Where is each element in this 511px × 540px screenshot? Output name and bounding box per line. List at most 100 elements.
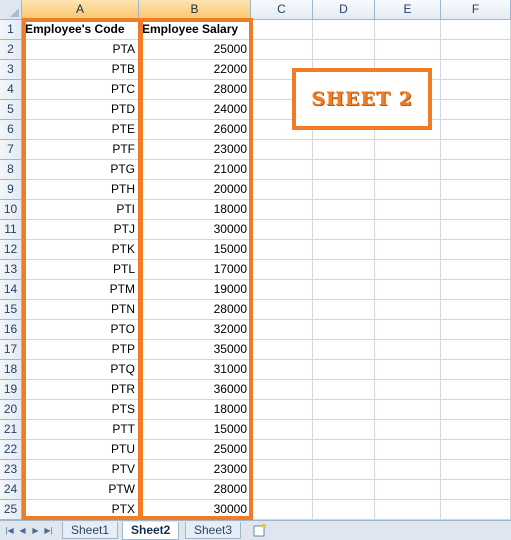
row-header[interactable]: 7 [0, 140, 22, 160]
empty-cell[interactable] [251, 180, 313, 200]
cell-employee-code[interactable]: PTO [22, 320, 139, 340]
cell-employee-salary[interactable]: 21000 [139, 160, 251, 180]
empty-cell[interactable] [375, 300, 441, 320]
cell-employee-salary[interactable]: 24000 [139, 100, 251, 120]
cell-employee-salary[interactable]: 30000 [139, 220, 251, 240]
cell-employee-salary[interactable]: 28000 [139, 300, 251, 320]
empty-cell[interactable] [441, 500, 511, 520]
empty-cell[interactable] [441, 480, 511, 500]
cell-employee-salary[interactable]: 22000 [139, 60, 251, 80]
row-header[interactable]: 1 [0, 20, 22, 40]
cell-employee-salary[interactable]: 32000 [139, 320, 251, 340]
row-header[interactable]: 13 [0, 260, 22, 280]
cell-employee-code[interactable]: PTS [22, 400, 139, 420]
column-header-b[interactable]: B [139, 0, 251, 20]
empty-cell[interactable] [313, 360, 375, 380]
column-header-e[interactable]: E [375, 0, 441, 20]
empty-cell[interactable] [313, 140, 375, 160]
empty-cell[interactable] [251, 380, 313, 400]
empty-cell[interactable] [441, 140, 511, 160]
empty-cell[interactable] [313, 40, 375, 60]
next-sheet-icon[interactable]: ▶ [32, 526, 39, 535]
cell-employee-code[interactable]: PTW [22, 480, 139, 500]
cell-employee-salary[interactable]: 35000 [139, 340, 251, 360]
cell-employee-code[interactable]: PTC [22, 80, 139, 100]
empty-cell[interactable] [441, 360, 511, 380]
cell-employee-code[interactable]: PTG [22, 160, 139, 180]
column-header-c[interactable]: C [251, 0, 313, 20]
empty-cell[interactable] [441, 340, 511, 360]
cell-employee-salary[interactable]: 23000 [139, 460, 251, 480]
empty-cell[interactable] [313, 120, 375, 140]
empty-cell[interactable] [251, 260, 313, 280]
cell-employee-salary[interactable]: 30000 [139, 500, 251, 520]
empty-cell[interactable] [313, 480, 375, 500]
empty-cell[interactable] [375, 160, 441, 180]
cell-employee-salary[interactable]: 17000 [139, 260, 251, 280]
cell-employee-code[interactable]: PTT [22, 420, 139, 440]
cell-employee-salary[interactable]: 28000 [139, 480, 251, 500]
column-header-f[interactable]: F [441, 0, 511, 20]
empty-cell[interactable] [441, 460, 511, 480]
empty-cell[interactable] [375, 140, 441, 160]
empty-cell[interactable] [375, 180, 441, 200]
cell-employee-code[interactable]: PTJ [22, 220, 139, 240]
empty-cell[interactable] [251, 200, 313, 220]
empty-cell[interactable] [441, 240, 511, 260]
empty-cell[interactable] [313, 260, 375, 280]
empty-cell[interactable] [251, 420, 313, 440]
row-header[interactable]: 21 [0, 420, 22, 440]
empty-cell[interactable] [375, 480, 441, 500]
empty-cell[interactable] [313, 20, 375, 40]
empty-cell[interactable] [375, 400, 441, 420]
empty-cell[interactable] [441, 80, 511, 100]
empty-cell[interactable] [441, 400, 511, 420]
cell-employee-code[interactable]: PTB [22, 60, 139, 80]
row-header[interactable]: 10 [0, 200, 22, 220]
cell-employee-salary[interactable]: 25000 [139, 440, 251, 460]
empty-cell[interactable] [251, 20, 313, 40]
empty-cell[interactable] [251, 320, 313, 340]
last-sheet-icon[interactable]: ▶| [44, 526, 53, 535]
row-header[interactable]: 11 [0, 220, 22, 240]
row-header[interactable]: 5 [0, 100, 22, 120]
empty-cell[interactable] [251, 140, 313, 160]
empty-cell[interactable] [375, 420, 441, 440]
empty-cell[interactable] [375, 20, 441, 40]
row-header[interactable]: 16 [0, 320, 22, 340]
empty-cell[interactable] [441, 20, 511, 40]
empty-cell[interactable] [441, 100, 511, 120]
tab-sheet2[interactable]: Sheet2 [122, 522, 180, 540]
empty-cell[interactable] [375, 340, 441, 360]
empty-cell[interactable] [313, 400, 375, 420]
first-sheet-icon[interactable]: |◀ [5, 526, 14, 535]
empty-cell[interactable] [313, 180, 375, 200]
row-header[interactable]: 17 [0, 340, 22, 360]
select-all-button[interactable] [0, 0, 22, 20]
empty-cell[interactable] [251, 440, 313, 460]
cell-employee-code[interactable]: PTX [22, 500, 139, 520]
cell-employee-salary[interactable]: 19000 [139, 280, 251, 300]
tab-sheet3[interactable]: Sheet3 [185, 522, 242, 539]
empty-cell[interactable] [251, 160, 313, 180]
row-header[interactable]: 15 [0, 300, 22, 320]
empty-cell[interactable] [375, 460, 441, 480]
empty-cell[interactable] [441, 320, 511, 340]
row-header[interactable]: 25 [0, 500, 22, 520]
empty-cell[interactable] [441, 220, 511, 240]
empty-cell[interactable] [375, 320, 441, 340]
empty-cell[interactable] [251, 460, 313, 480]
insert-sheet-icon[interactable] [252, 523, 268, 538]
empty-cell[interactable] [251, 40, 313, 60]
empty-cell[interactable] [313, 280, 375, 300]
cell-employee-salary[interactable]: 18000 [139, 200, 251, 220]
cell-employee-code[interactable]: PTQ [22, 360, 139, 380]
row-header[interactable]: 20 [0, 400, 22, 420]
empty-cell[interactable] [313, 320, 375, 340]
row-header[interactable]: 24 [0, 480, 22, 500]
empty-cell[interactable] [441, 200, 511, 220]
cell-employee-code[interactable]: PTD [22, 100, 139, 120]
empty-cell[interactable] [375, 40, 441, 60]
empty-cell[interactable] [313, 420, 375, 440]
cell-employee-salary[interactable]: 36000 [139, 380, 251, 400]
